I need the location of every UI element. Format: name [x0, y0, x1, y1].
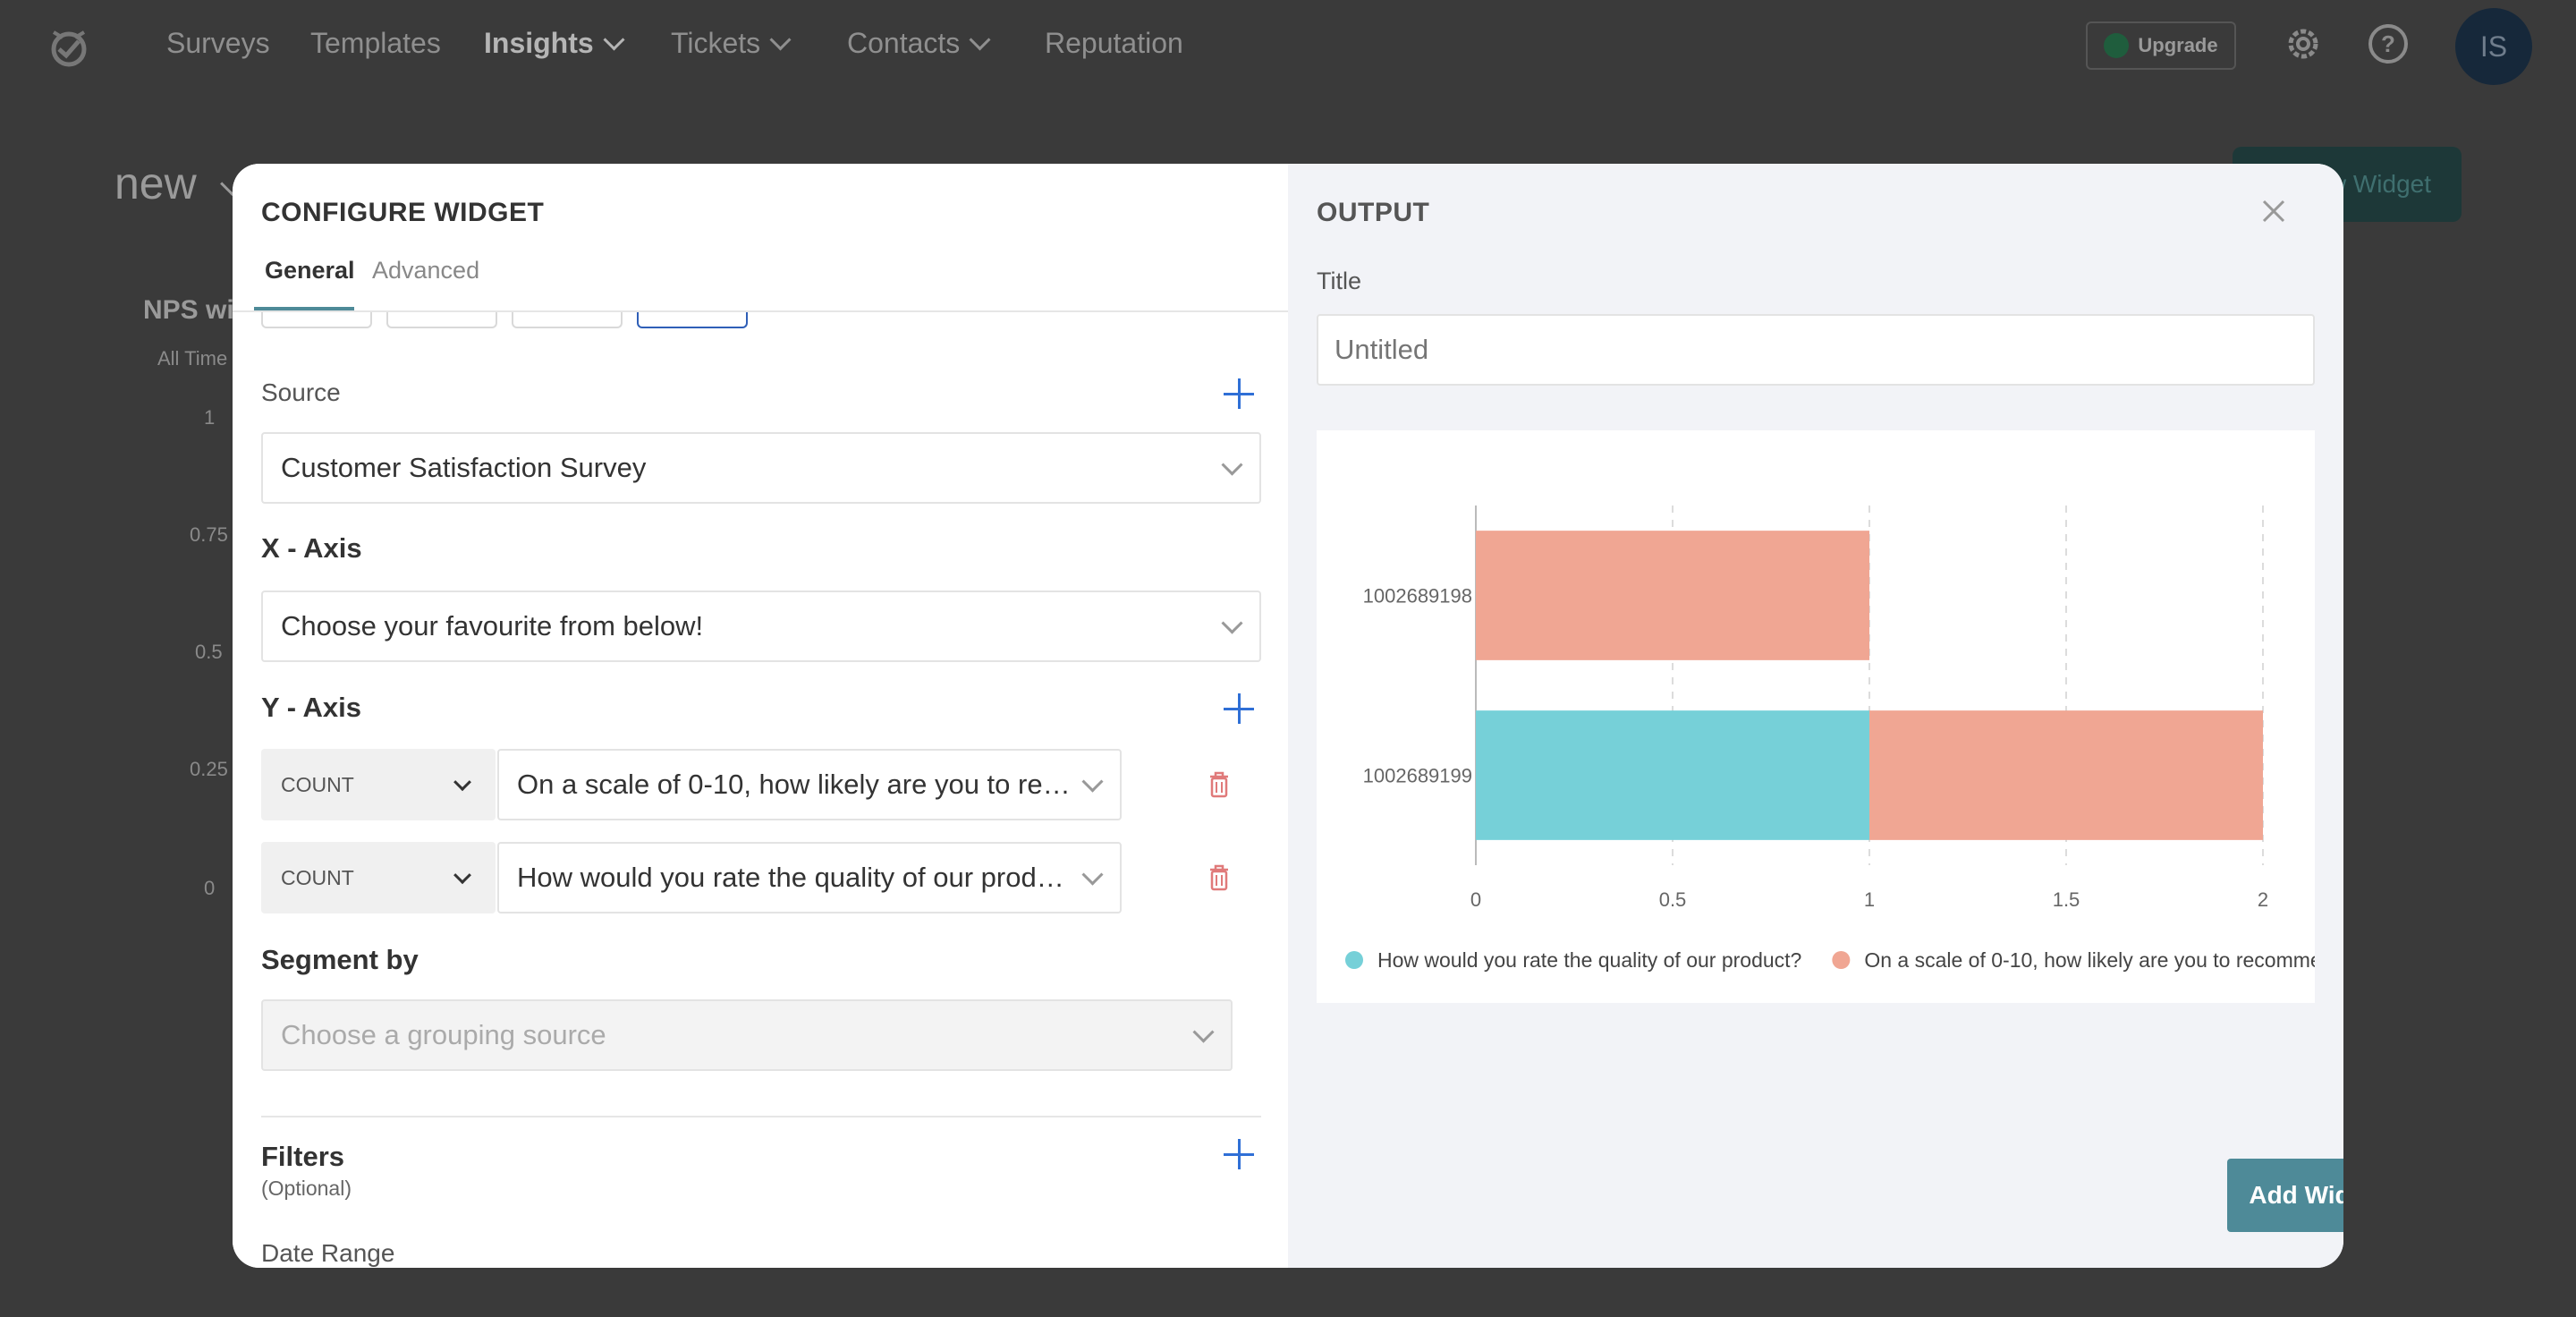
widget-title-input[interactable] — [1317, 314, 2315, 386]
nav-item-label: Templates — [310, 27, 441, 59]
aggregation-select[interactable]: COUNT — [261, 749, 496, 820]
bar-segment — [1476, 710, 1869, 840]
tab-advanced[interactable]: Advanced — [372, 257, 480, 284]
chevron-down-icon — [1221, 454, 1243, 476]
y-axis-question-select[interactable]: How would you rate the quality of our pr… — [497, 842, 1122, 913]
x-axis-value: Choose your favourite from below! — [281, 610, 704, 642]
legend-label: How would you rate the quality of our pr… — [1377, 948, 1801, 972]
modal-title: CONFIGURE WIDGET — [261, 198, 545, 227]
configure-pane: CONFIGURE WIDGET General Advanced Source… — [233, 164, 1288, 1268]
y-axis-question-value: On a scale of 0-10, how likely are you t… — [517, 769, 1120, 800]
bar-segment — [1869, 710, 2263, 840]
legend-marker — [1345, 951, 1363, 969]
x-tick-label: 1 — [1864, 888, 1875, 911]
chevron-down-icon — [769, 29, 792, 51]
background-y-tick: 0.5 — [195, 641, 223, 663]
nav-item-label: Tickets — [671, 27, 761, 59]
svg-text:?: ? — [2381, 30, 2395, 57]
add-filter-plus-icon[interactable] — [1224, 1139, 1254, 1169]
dashboard-title: new — [114, 158, 197, 208]
segment-by-select[interactable]: Choose a grouping source — [261, 999, 1233, 1071]
chevron-down-icon — [1192, 1021, 1215, 1043]
output-pane: OUTPUT Title 0 0.5 1 1.5 2 1002689198 10026891… — [1288, 164, 2343, 1268]
x-axis-label: X - Axis — [261, 532, 362, 564]
avatar[interactable]: IS — [2455, 8, 2532, 85]
nav-item-templates[interactable]: Templates — [310, 27, 441, 60]
chart-preview: 0 0.5 1 1.5 2 1002689198 1002689199 How would y… — [1317, 430, 2343, 1003]
chevron-down-icon — [969, 29, 991, 51]
tab-general[interactable]: General — [265, 257, 355, 284]
chevron-down-icon — [1221, 612, 1243, 634]
chart-type-option-selected[interactable] — [637, 312, 748, 328]
nav-item-reputation[interactable]: Reputation — [1045, 27, 1183, 60]
x-tick-label: 1.5 — [2053, 888, 2080, 911]
add-widget-button[interactable]: Add Widget — [2227, 1159, 2343, 1232]
x-tick-label: 0.5 — [1659, 888, 1687, 911]
source-select[interactable]: Customer Satisfaction Survey — [261, 432, 1261, 504]
legend-marker — [1832, 951, 1851, 969]
filters-optional-note: (Optional) — [261, 1177, 352, 1200]
chevron-down-icon — [453, 866, 471, 885]
nav-item-label: Reputation — [1045, 27, 1183, 59]
chevron-down-icon — [603, 29, 625, 51]
section-divider — [261, 1116, 1261, 1117]
background-widget-subtitle: All Time — [157, 347, 228, 370]
x-tick-label: 2 — [2258, 888, 2268, 911]
upgrade-icon — [2104, 33, 2130, 58]
active-tab-indicator — [254, 307, 354, 310]
y-axis-question-select[interactable]: On a scale of 0-10, how likely are you t… — [497, 749, 1122, 820]
upgrade-button[interactable]: Upgrade — [2086, 21, 2236, 70]
chevron-down-icon — [453, 773, 471, 792]
nav-item-tickets[interactable]: Tickets — [671, 27, 792, 60]
nav-item-label: Insights — [484, 27, 594, 59]
y-axis-label: Y - Axis — [261, 692, 361, 723]
tab-divider — [233, 310, 1288, 312]
nav-item-contacts[interactable]: Contacts — [847, 27, 991, 60]
y-category-label: 1002689199 — [1363, 765, 1472, 787]
help-icon[interactable]: ? — [2366, 21, 2411, 66]
segment-by-placeholder: Choose a grouping source — [281, 1019, 606, 1050]
aggregation-value: COUNT — [281, 865, 354, 889]
nav-item-surveys[interactable]: Surveys — [166, 27, 270, 60]
close-icon[interactable] — [2258, 196, 2289, 226]
background-widget-title: NPS wi — [143, 295, 234, 325]
add-source-plus-icon[interactable] — [1224, 378, 1254, 409]
upgrade-label: Upgrade — [2138, 34, 2218, 56]
source-value: Customer Satisfaction Survey — [281, 452, 647, 483]
output-title: OUTPUT — [1317, 198, 1430, 227]
nav-item-label: Contacts — [847, 27, 961, 59]
configure-widget-modal: CONFIGURE WIDGET General Advanced Source… — [233, 164, 2343, 1268]
trash-icon[interactable] — [1208, 863, 1231, 892]
app-logo-icon[interactable] — [47, 25, 91, 70]
nav-item-insights[interactable]: Insights — [484, 27, 625, 60]
top-navigation-bar: Surveys Templates Insights Tickets Conta… — [0, 0, 2576, 93]
bar-segment — [1476, 531, 1869, 660]
background-y-tick: 1 — [204, 406, 216, 429]
gear-icon[interactable] — [2281, 21, 2326, 66]
source-label: Source — [261, 378, 341, 406]
background-y-tick: 0 — [204, 877, 216, 899]
stacked-bar-chart: 0 0.5 1 1.5 2 1002689198 1002689199 How would y… — [1345, 506, 2343, 972]
chart-type-option[interactable] — [386, 312, 497, 328]
widget-title-label: Title — [1317, 268, 1362, 294]
y-axis-question-value: How would you rate the quality of our pr… — [517, 862, 1089, 893]
trash-icon[interactable] — [1208, 770, 1231, 799]
add-y-axis-plus-icon[interactable] — [1224, 693, 1254, 724]
background-y-tick: 0.75 — [190, 523, 228, 546]
filters-label: Filters — [261, 1141, 345, 1172]
x-tick-label: 0 — [1470, 888, 1481, 911]
legend-label: On a scale of 0-10, how likely are you t… — [1864, 948, 2315, 972]
aggregation-select[interactable]: COUNT — [261, 842, 496, 913]
nav-item-label: Surveys — [166, 27, 270, 59]
chart-type-option[interactable] — [261, 312, 372, 328]
x-axis-select[interactable]: Choose your favourite from below! — [261, 591, 1261, 662]
segment-by-label: Segment by — [261, 944, 419, 975]
date-range-label: Date Range — [261, 1239, 395, 1267]
aggregation-value: COUNT — [281, 772, 354, 796]
chart-type-option[interactable] — [512, 312, 623, 328]
background-y-tick: 0.25 — [190, 758, 228, 780]
y-category-label: 1002689198 — [1363, 585, 1472, 608]
